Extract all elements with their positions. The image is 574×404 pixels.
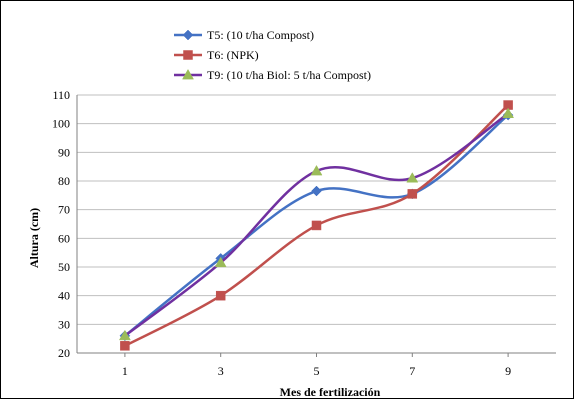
y-tick-label: 100 <box>52 117 70 131</box>
legend-marker <box>182 29 194 41</box>
x-tick-label: 7 <box>409 364 415 378</box>
legend-label: T9: (10 t/ha Biol: 5 t/ha Compost) <box>207 68 371 82</box>
data-point <box>214 256 227 268</box>
y-tick-label: 110 <box>52 88 70 102</box>
legend-entry: T9: (10 t/ha Biol: 5 t/ha Compost) <box>174 68 371 82</box>
data-point <box>310 164 323 176</box>
y-tick-label: 70 <box>58 203 70 217</box>
legend-marker <box>182 68 194 80</box>
axes: 20 30 40 50 60 70 80 90 100 110 1 3 5 7 9 <box>52 88 556 378</box>
y-tick-label: 30 <box>58 317 70 331</box>
y-axis-title: Altura (cm) <box>27 208 41 268</box>
x-tick-label: 5 <box>314 364 320 378</box>
legend-marker <box>183 50 193 60</box>
y-tick-label: 40 <box>58 289 70 303</box>
gridlines <box>77 94 556 325</box>
y-tick-label: 60 <box>58 231 70 245</box>
series-3 <box>118 107 515 341</box>
x-axis-title: Mes de fertilización <box>280 385 381 399</box>
series-layer <box>118 100 515 351</box>
data-point <box>406 172 419 183</box>
legend-label: T5: (10 t/ha Compost) <box>207 28 314 42</box>
x-tick-label: 3 <box>218 364 224 378</box>
legend-entry: T5: (10 t/ha Compost) <box>174 28 314 42</box>
legend-label: T6: (NPK) <box>207 48 259 62</box>
x-tick-label: 9 <box>505 364 511 378</box>
data-point <box>502 107 515 119</box>
x-tick-label: 1 <box>122 364 128 378</box>
data-point <box>120 341 130 351</box>
data-point <box>407 189 418 199</box>
data-point <box>311 185 322 197</box>
legend-entry: T6: (NPK) <box>174 48 259 62</box>
y-tick-label: 90 <box>58 145 70 159</box>
y-tick-label: 80 <box>58 174 70 188</box>
legend: T5: (10 t/ha Compost) T6: (NPK) T9: (10 t/… <box>174 28 371 82</box>
data-point <box>215 290 226 301</box>
data-point <box>118 329 131 341</box>
y-tick-label: 20 <box>58 346 70 360</box>
y-tick-label: 50 <box>58 260 70 274</box>
series-2 <box>120 100 513 351</box>
data-point <box>311 220 322 231</box>
